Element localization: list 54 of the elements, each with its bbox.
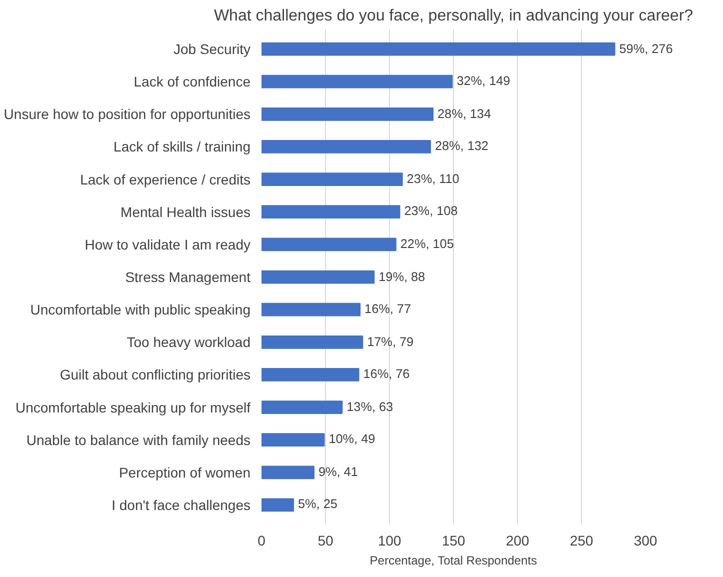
data-label: 16%, 77 [364, 302, 411, 316]
bar [262, 205, 400, 219]
x-tick-label: 0 [258, 532, 266, 548]
x-tick-label: 100 [378, 532, 402, 548]
data-label: 23%, 108 [404, 204, 458, 218]
y-tick-label: Lack of skills / training [114, 138, 251, 155]
y-tick-label: Lack of confdience [134, 74, 251, 90]
data-label: 59%, 276 [619, 42, 673, 56]
y-tick-label: Stress Management [125, 269, 251, 285]
data-label: 32%, 149 [456, 74, 510, 88]
bar [262, 368, 360, 382]
y-tick-label: I don't face challenges [112, 496, 251, 513]
y-tick-label: Unsure how to position for opportunities [4, 106, 251, 122]
data-label: 22%, 105 [400, 236, 454, 251]
data-label: 10%, 49 [328, 432, 376, 446]
bar [262, 140, 431, 154]
bar [262, 466, 314, 480]
bar [262, 107, 434, 121]
x-tick-label: 300 [634, 532, 658, 548]
y-tick-label: Job Security [173, 41, 251, 58]
bar [262, 74, 453, 88]
data-label: 23%, 110 [406, 172, 460, 186]
bar [262, 42, 616, 56]
y-tick-label: Uncomfortable with public speaking [30, 302, 251, 318]
y-tick-label: Lack of experience / credits [80, 171, 250, 188]
x-tick-label: 50 [318, 532, 334, 548]
data-label: 5%, 25 [298, 497, 338, 512]
bar [262, 335, 364, 349]
x-axis-title: Percentage, Total Respondents [370, 554, 538, 568]
bar [262, 433, 325, 447]
y-tick-label: Guilt about conflicting priorities [60, 366, 251, 383]
y-tick-label: How to validate I am ready [84, 236, 251, 252]
bar [262, 498, 294, 512]
data-label: 19%, 88 [378, 270, 426, 284]
data-label: 9%, 41 [318, 464, 358, 479]
data-label: 28%, 134 [438, 106, 491, 121]
y-tick-label: Uncomfortable speaking up for myself [16, 399, 251, 416]
y-tick-label: Too heavy workload [126, 334, 251, 350]
bar [262, 302, 361, 316]
data-label: 13%, 63 [346, 400, 394, 414]
bar [262, 400, 343, 414]
x-tick-label: 250 [570, 532, 594, 548]
y-tick-label: Perception of women [118, 464, 251, 480]
x-tick-label: 200 [506, 532, 530, 548]
chart-title: What challenges do you face, personally, in advancing your career? [214, 8, 694, 24]
x-tick-label: 150 [442, 532, 466, 548]
bar [262, 172, 403, 186]
bar [262, 270, 375, 284]
data-label: 28%, 132 [434, 139, 488, 154]
data-label: 17%, 79 [367, 334, 414, 349]
data-label: 16%, 76 [363, 367, 410, 382]
y-tick-label: Mental Health issues [120, 204, 250, 220]
y-tick-label: Unable to balance with family needs [26, 432, 251, 448]
bar [262, 238, 396, 252]
